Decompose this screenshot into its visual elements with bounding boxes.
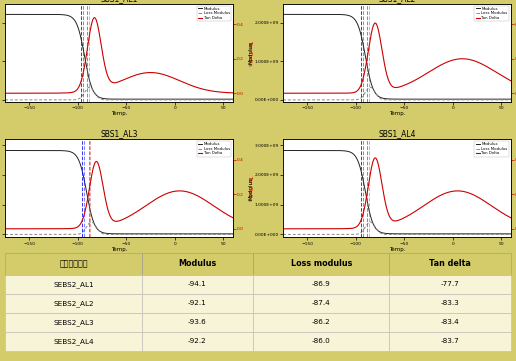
Y-axis label: Modulus: Modulus — [248, 177, 253, 200]
X-axis label: Temp.: Temp. — [389, 247, 405, 252]
Y-axis label: Modulus: Modulus — [248, 41, 253, 64]
Y-axis label: Tan Delta: Tan Delta — [247, 175, 252, 201]
Title: SBS1_AL4: SBS1_AL4 — [378, 129, 416, 138]
Title: SBS1_AL3: SBS1_AL3 — [100, 129, 138, 138]
Legend: Modulus, Loss Modulus, Tan Delta: Modulus, Loss Modulus, Tan Delta — [197, 141, 231, 157]
X-axis label: Temp.: Temp. — [389, 112, 405, 116]
Y-axis label: Tan Delta: Tan Delta — [247, 40, 252, 66]
X-axis label: Temp.: Temp. — [111, 247, 127, 252]
Legend: Modulus, Loss Modulus, Tan Delta: Modulus, Loss Modulus, Tan Delta — [475, 141, 509, 157]
Legend: Modulus, Loss Modulus, Tan Delta: Modulus, Loss Modulus, Tan Delta — [197, 5, 231, 21]
Legend: Modulus, Loss Modulus, Tan Delta: Modulus, Loss Modulus, Tan Delta — [475, 5, 509, 21]
Title: SBS1_AL2: SBS1_AL2 — [378, 0, 415, 3]
X-axis label: Temp.: Temp. — [111, 112, 127, 116]
Title: SBS1_AL1: SBS1_AL1 — [101, 0, 138, 3]
